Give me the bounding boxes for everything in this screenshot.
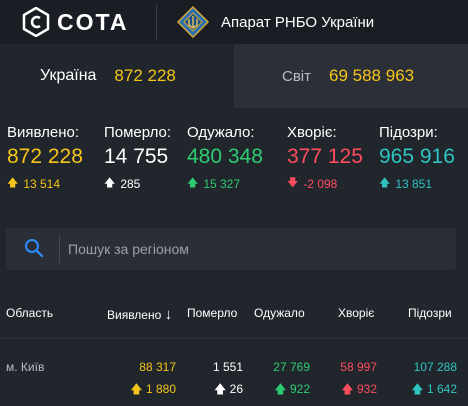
arrow-up-icon: 🡅 [7, 177, 19, 189]
tab-ukraine-value: 872 228 [114, 66, 176, 85]
stat-recovered-value: 480 348 [187, 145, 263, 168]
stat-recovered-label: Одужало: [187, 124, 255, 141]
stat-suspected-delta: 🡅 13 851 [379, 174, 455, 193]
row-recovered-delta: 🡅 922 [273, 380, 310, 401]
header-divider [156, 5, 157, 39]
row-died-delta: 🡅 26 [213, 380, 243, 401]
table-row[interactable]: м. Київ 88 317 🡅 1 880 1 551 🡅 26 27 769… [0, 350, 468, 406]
stat-detected-delta: 🡅 13 514 [7, 174, 83, 193]
column-header-detected[interactable]: Виявлено ↓ [107, 306, 172, 323]
row-suspected-delta-value: 1 642 [426, 382, 457, 396]
stat-detected-value: 872 228 [7, 145, 83, 168]
arrow-down-icon: 🡇 [287, 177, 299, 189]
row-died-cell: 1 551 🡅 26 [213, 360, 243, 401]
stat-died-delta-value: 285 [120, 176, 141, 191]
row-recovered-cell: 27 769 🡅 922 [273, 360, 310, 401]
row-sick-delta-value: 932 [356, 382, 377, 396]
row-suspected-delta: 🡅 1 642 [411, 380, 457, 401]
column-header-suspected[interactable]: Підозри [408, 306, 452, 320]
row-sick-delta: 🡅 932 [340, 380, 377, 401]
sort-arrow-down-icon: ↓ [164, 306, 173, 323]
column-header-sick[interactable]: Хворіє [338, 306, 375, 320]
cota-logo[interactable]: COTA [22, 7, 128, 37]
arrow-up-icon: 🡅 [213, 382, 230, 396]
stat-suspected-delta-value: 13 851 [395, 176, 433, 191]
search-divider [59, 235, 60, 263]
row-detected-value: 88 317 [139, 360, 176, 374]
row-region-name: м. Київ [6, 360, 45, 374]
arrow-up-icon: 🡅 [187, 177, 199, 189]
row-suspected-value: 107 288 [413, 360, 457, 374]
arrow-up-icon: 🡅 [341, 382, 357, 396]
row-sick-value: 58 997 [340, 360, 377, 374]
row-recovered-delta-value: 922 [289, 382, 310, 396]
stat-suspected-value: 965 916 [379, 145, 455, 168]
stat-detected-delta-value: 13 514 [23, 176, 61, 191]
search-input[interactable] [68, 234, 448, 264]
stat-suspected: Підозри: 965 916 🡅 13 851 [379, 124, 455, 193]
stat-sick-delta: 🡇 -2 098 [287, 174, 363, 193]
stat-died-delta: 🡅 285 [104, 174, 171, 193]
tab-world-value: 69 588 963 [329, 66, 415, 85]
column-header-detected-label: Виявлено [107, 308, 162, 322]
column-header-died[interactable]: Померло [187, 306, 238, 320]
org-title: Апарат РНБО України [221, 13, 375, 31]
stat-recovered: Одужало: 480 348 🡅 15 327 [187, 124, 263, 193]
stat-died-value: 14 755 [104, 145, 169, 168]
column-header-region[interactable]: Область [6, 306, 54, 320]
search-icon[interactable] [24, 238, 44, 258]
region-search [6, 228, 456, 270]
table-header: Область Виявлено ↓ Померло Одужало Хворі… [0, 296, 468, 332]
arrow-up-icon: 🡅 [379, 177, 391, 189]
top-header: COTA Апарат РНБО України [0, 0, 468, 44]
arrow-up-icon: 🡅 [274, 382, 290, 396]
row-died-value: 1 551 [212, 360, 243, 374]
rnbo-emblem-icon [176, 6, 210, 38]
row-died-delta-value: 26 [229, 382, 243, 396]
stat-sick-label: Хворіє: [287, 124, 337, 141]
stat-suspected-label: Підозри: [379, 124, 438, 141]
row-suspected-cell: 107 288 🡅 1 642 [411, 360, 457, 401]
arrow-up-icon: 🡅 [411, 382, 427, 396]
row-recovered-value: 27 769 [273, 360, 310, 374]
row-sick-cell: 58 997 🡅 932 [340, 360, 377, 401]
tab-world-label: Світ [282, 67, 312, 85]
stat-detected: Виявлено: 872 228 🡅 13 514 [7, 124, 83, 193]
stat-recovered-delta: 🡅 15 327 [187, 174, 263, 193]
tab-ukraine-label: Україна [40, 67, 97, 84]
cota-logo-icon [22, 7, 50, 37]
stat-died: Померло: 14 755 🡅 285 [104, 124, 171, 193]
arrow-up-icon: 🡅 [104, 177, 116, 189]
table-header-divider [0, 338, 468, 339]
brand-name: COTA [57, 8, 129, 35]
region-tabs: Україна 872 228 Світ 69 588 963 [0, 44, 468, 108]
rnbo-link[interactable]: Апарат РНБО України [175, 6, 374, 38]
column-header-recovered[interactable]: Одужало [254, 306, 305, 320]
row-detected-cell: 88 317 🡅 1 880 [130, 360, 176, 401]
row-detected-delta-value: 1 880 [145, 382, 176, 396]
stat-sick: Хворіє: 377 125 🡇 -2 098 [287, 124, 363, 193]
tab-ukraine[interactable]: Україна 872 228 [0, 44, 234, 108]
stat-died-label: Померло: [104, 124, 172, 141]
stat-recovered-delta-value: 15 327 [203, 176, 241, 191]
stat-sick-delta-value: -2 098 [303, 176, 338, 191]
arrow-up-icon: 🡅 [130, 382, 146, 396]
row-detected-delta: 🡅 1 880 [130, 380, 176, 401]
stat-detected-label: Виявлено: [7, 124, 80, 141]
tab-world[interactable]: Світ 69 588 963 [234, 44, 468, 108]
stat-sick-value: 377 125 [287, 145, 363, 168]
summary-stats: Виявлено: 872 228 🡅 13 514 Померло: 14 7… [0, 124, 468, 194]
